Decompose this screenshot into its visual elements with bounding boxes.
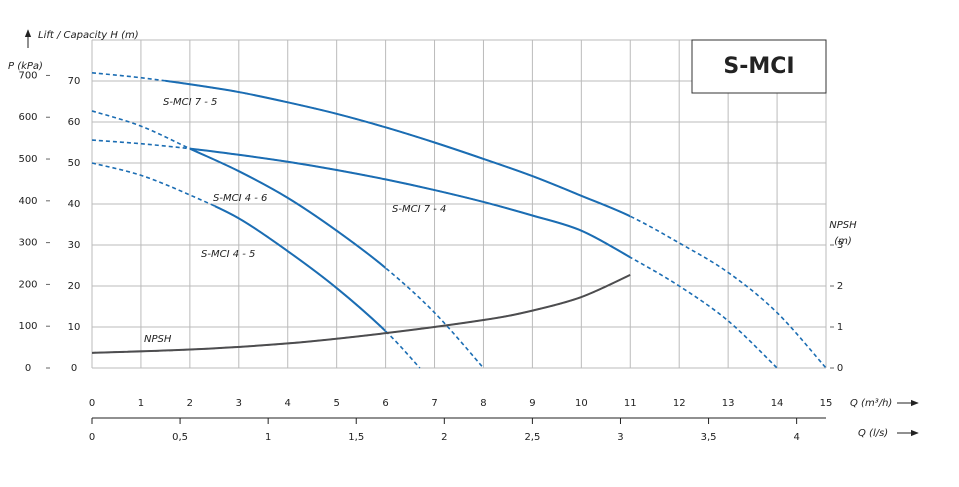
- x-tick-label: 7: [431, 398, 437, 409]
- curve: [91, 274, 631, 354]
- p-tick-label: 300: [18, 238, 37, 249]
- x-tick-label: 3: [236, 398, 242, 409]
- x2-tick-label: 2,5: [524, 432, 540, 443]
- x-tick-label: 0: [89, 398, 95, 409]
- curve-solid-part: [189, 147, 631, 259]
- y-tick-label: 60: [68, 117, 81, 128]
- x2-tick-label: 0,5: [172, 432, 188, 443]
- y2-tick-label: 1: [837, 322, 843, 333]
- y-tick-label: 0: [71, 363, 77, 374]
- y2-tick-label: 2: [837, 281, 843, 292]
- x-tick-label: 13: [722, 398, 735, 409]
- x2-tick-label: 1: [265, 432, 271, 443]
- curve-label: S-MCI 4 - 6: [213, 193, 267, 204]
- y2-tick-label: 0: [837, 363, 843, 374]
- y-axis-label: Lift / Capacity H (m): [38, 30, 139, 41]
- chart-title: S-MCI: [723, 54, 794, 79]
- y2-tick-label: 3: [837, 240, 843, 251]
- p-tick-label: 600: [18, 112, 37, 123]
- p-tick-label: 200: [18, 279, 37, 290]
- y-tick-label: 50: [68, 158, 81, 169]
- p-tick-label: 0: [25, 363, 31, 374]
- x-tick-label: 12: [673, 398, 686, 409]
- x2-tick-label: 2: [441, 432, 447, 443]
- curve-label: S-MCI 4 - 5: [201, 249, 255, 260]
- p-tick-label: 400: [18, 196, 37, 207]
- y2-axis-unit: (m): [834, 236, 852, 247]
- curve-solid-part: [92, 274, 631, 354]
- x-axis-label: Q (m³/h): [850, 398, 892, 409]
- x-tick-label: 11: [624, 398, 637, 409]
- x-tick-label: 4: [285, 398, 291, 409]
- y2-axis-label: NPSH: [829, 220, 857, 231]
- curve-label: S-MCI 7 - 5: [163, 97, 217, 108]
- x2-tick-label: 0: [89, 432, 95, 443]
- y-tick-label: 40: [68, 199, 81, 210]
- curve-solid-part: [189, 147, 386, 270]
- x2-tick-label: 4: [793, 432, 799, 443]
- p-tick-label: 100: [18, 321, 37, 332]
- y-tick-label: 30: [68, 240, 81, 251]
- curve-label: NPSH: [144, 334, 172, 345]
- x-tick-label: 15: [820, 398, 833, 409]
- x-tick-label: 14: [771, 398, 784, 409]
- x-tick-label: 1: [138, 398, 144, 409]
- x-tick-label: 9: [529, 398, 535, 409]
- x-tick-label: 8: [480, 398, 486, 409]
- curve-label: S-MCI 7 - 4: [392, 204, 446, 215]
- y-tick-label: 10: [68, 322, 81, 333]
- x2-tick-label: 3: [617, 432, 623, 443]
- p-tick-label: 700: [18, 70, 37, 81]
- p-axis-label: P (kPa): [8, 61, 43, 72]
- x2-tick-label: 1,5: [348, 432, 364, 443]
- x2-axis-label: Q (l/s): [858, 428, 888, 439]
- p-tick-label: 500: [18, 154, 37, 165]
- x-tick-label: 2: [187, 398, 193, 409]
- y-tick-label: 70: [68, 76, 81, 87]
- x-tick-label: 6: [382, 398, 388, 409]
- grid: [91, 39, 827, 369]
- x2-tick-label: 3,5: [701, 432, 717, 443]
- curve-solid-part: [165, 79, 631, 218]
- x-tick-label: 10: [575, 398, 588, 409]
- x-tick-label: 5: [333, 398, 339, 409]
- title-box: [691, 39, 827, 94]
- y-tick-label: 20: [68, 281, 81, 292]
- curve: [91, 110, 485, 369]
- curve-solid-part: [214, 204, 386, 333]
